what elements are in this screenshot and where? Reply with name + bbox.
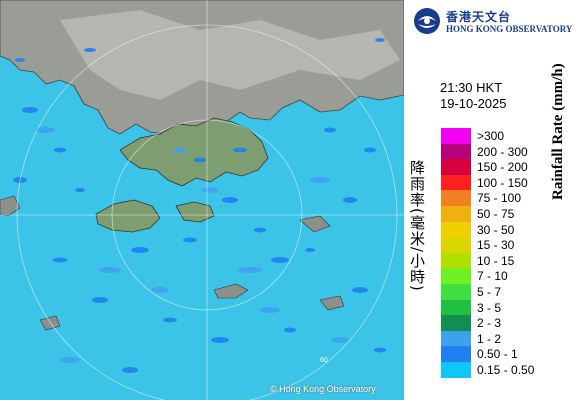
legend-color-swatch	[441, 346, 471, 362]
legend-range-label: 200 - 300	[477, 144, 528, 159]
legend-range-label: 30 - 50	[477, 222, 515, 237]
rainfall-echoes-light	[35, 127, 349, 363]
organization-name-zh: 香港天文台	[446, 10, 512, 24]
legend-row: 75 - 100	[441, 190, 561, 206]
legend-color-swatch	[441, 190, 471, 206]
outlying-island	[299, 215, 331, 233]
observation-date: 19-10-2025	[440, 96, 507, 111]
legend-row: 150 - 200	[441, 159, 561, 175]
legend-range-label: 1 - 2	[477, 331, 502, 346]
legend-color-swatch	[441, 159, 471, 175]
legend-title-zh: 降雨率(毫米/小時)	[408, 160, 426, 292]
legend-color-swatch	[441, 315, 471, 331]
legend-color-swatch	[441, 252, 471, 269]
outlying-island	[319, 295, 345, 311]
radar-map-graphic: 60	[0, 0, 404, 400]
legend-row: 30 - 50	[441, 221, 561, 238]
legend-color-swatch	[441, 299, 471, 316]
legend-color-swatch	[441, 268, 471, 284]
legend-range-label: 2 - 3	[477, 316, 502, 331]
legend-range-label: 150 - 200	[477, 160, 528, 175]
legend-row: 7 - 10	[441, 268, 561, 284]
legend-range-label: 75 - 100	[477, 191, 522, 206]
legend-color-swatch	[441, 221, 471, 238]
legend-color-swatch	[441, 143, 471, 160]
hong-kong-landmass	[119, 117, 269, 187]
legend-range-label: 3 - 5	[477, 300, 502, 315]
legend-range-label: 0.15 - 0.50	[477, 362, 535, 377]
legend-row: 15 - 30	[441, 237, 561, 253]
radar-map[interactable]: 60 © Hong Kong Observatory	[0, 0, 404, 400]
legend-color-swatch	[441, 128, 471, 144]
legend-panel: 香港天文台 HONG KONG OBSERVATORY 21:30 HKT 19…	[404, 0, 577, 400]
legend-range-label: 7 - 10	[477, 269, 508, 284]
copyright-notice: © Hong Kong Observatory	[270, 384, 376, 394]
legend-row: 2 - 3	[441, 315, 561, 331]
legend-row: 1 - 2	[441, 330, 561, 347]
hko-logo-icon	[414, 8, 440, 34]
legend-range-label: 15 - 30	[477, 238, 515, 253]
range-rings	[0, 0, 404, 400]
legend-color-swatch	[441, 330, 471, 347]
hk-island	[175, 201, 215, 223]
rainfall-legend: >300 200 - 300 150 - 200 100 - 150 75 - 100 5…	[441, 128, 561, 378]
legend-row: >300	[441, 128, 561, 144]
legend-row: 0.15 - 0.50	[441, 361, 561, 378]
legend-range-label: 50 - 75	[477, 206, 515, 221]
organization-logo[interactable]: 香港天文台 HONG KONG OBSERVATORY	[412, 6, 572, 36]
outlying-island	[39, 315, 61, 331]
legend-color-swatch	[441, 361, 471, 378]
organization-name-en: HONG KONG OBSERVATORY	[446, 24, 573, 34]
legend-row: 3 - 5	[441, 299, 561, 316]
legend-range-label: 0.50 - 1	[477, 347, 518, 362]
mainland-relief	[60, 10, 400, 100]
legend-row: 5 - 7	[441, 283, 561, 300]
legend-color-swatch	[441, 174, 471, 191]
outlying-island	[213, 283, 249, 299]
legend-color-swatch	[441, 237, 471, 253]
range-ring-label: 60	[320, 357, 328, 364]
legend-color-swatch	[441, 205, 471, 222]
legend-title-en: Rainfall Rate (mm/h)	[550, 63, 566, 200]
legend-row: 10 - 15	[441, 252, 561, 269]
legend-range-label: 100 - 150	[477, 175, 528, 190]
legend-range-label: >300	[477, 129, 505, 143]
outlying-island	[0, 195, 21, 217]
legend-range-label: 10 - 15	[477, 253, 515, 268]
legend-row: 200 - 300	[441, 143, 561, 160]
observation-time: 21:30 HKT	[440, 80, 503, 95]
legend-row: 0.50 - 1	[441, 346, 561, 362]
legend-range-label: 5 - 7	[477, 284, 502, 299]
legend-row: 100 - 150	[441, 174, 561, 191]
legend-color-swatch	[441, 283, 471, 300]
legend-row: 50 - 75	[441, 205, 561, 222]
